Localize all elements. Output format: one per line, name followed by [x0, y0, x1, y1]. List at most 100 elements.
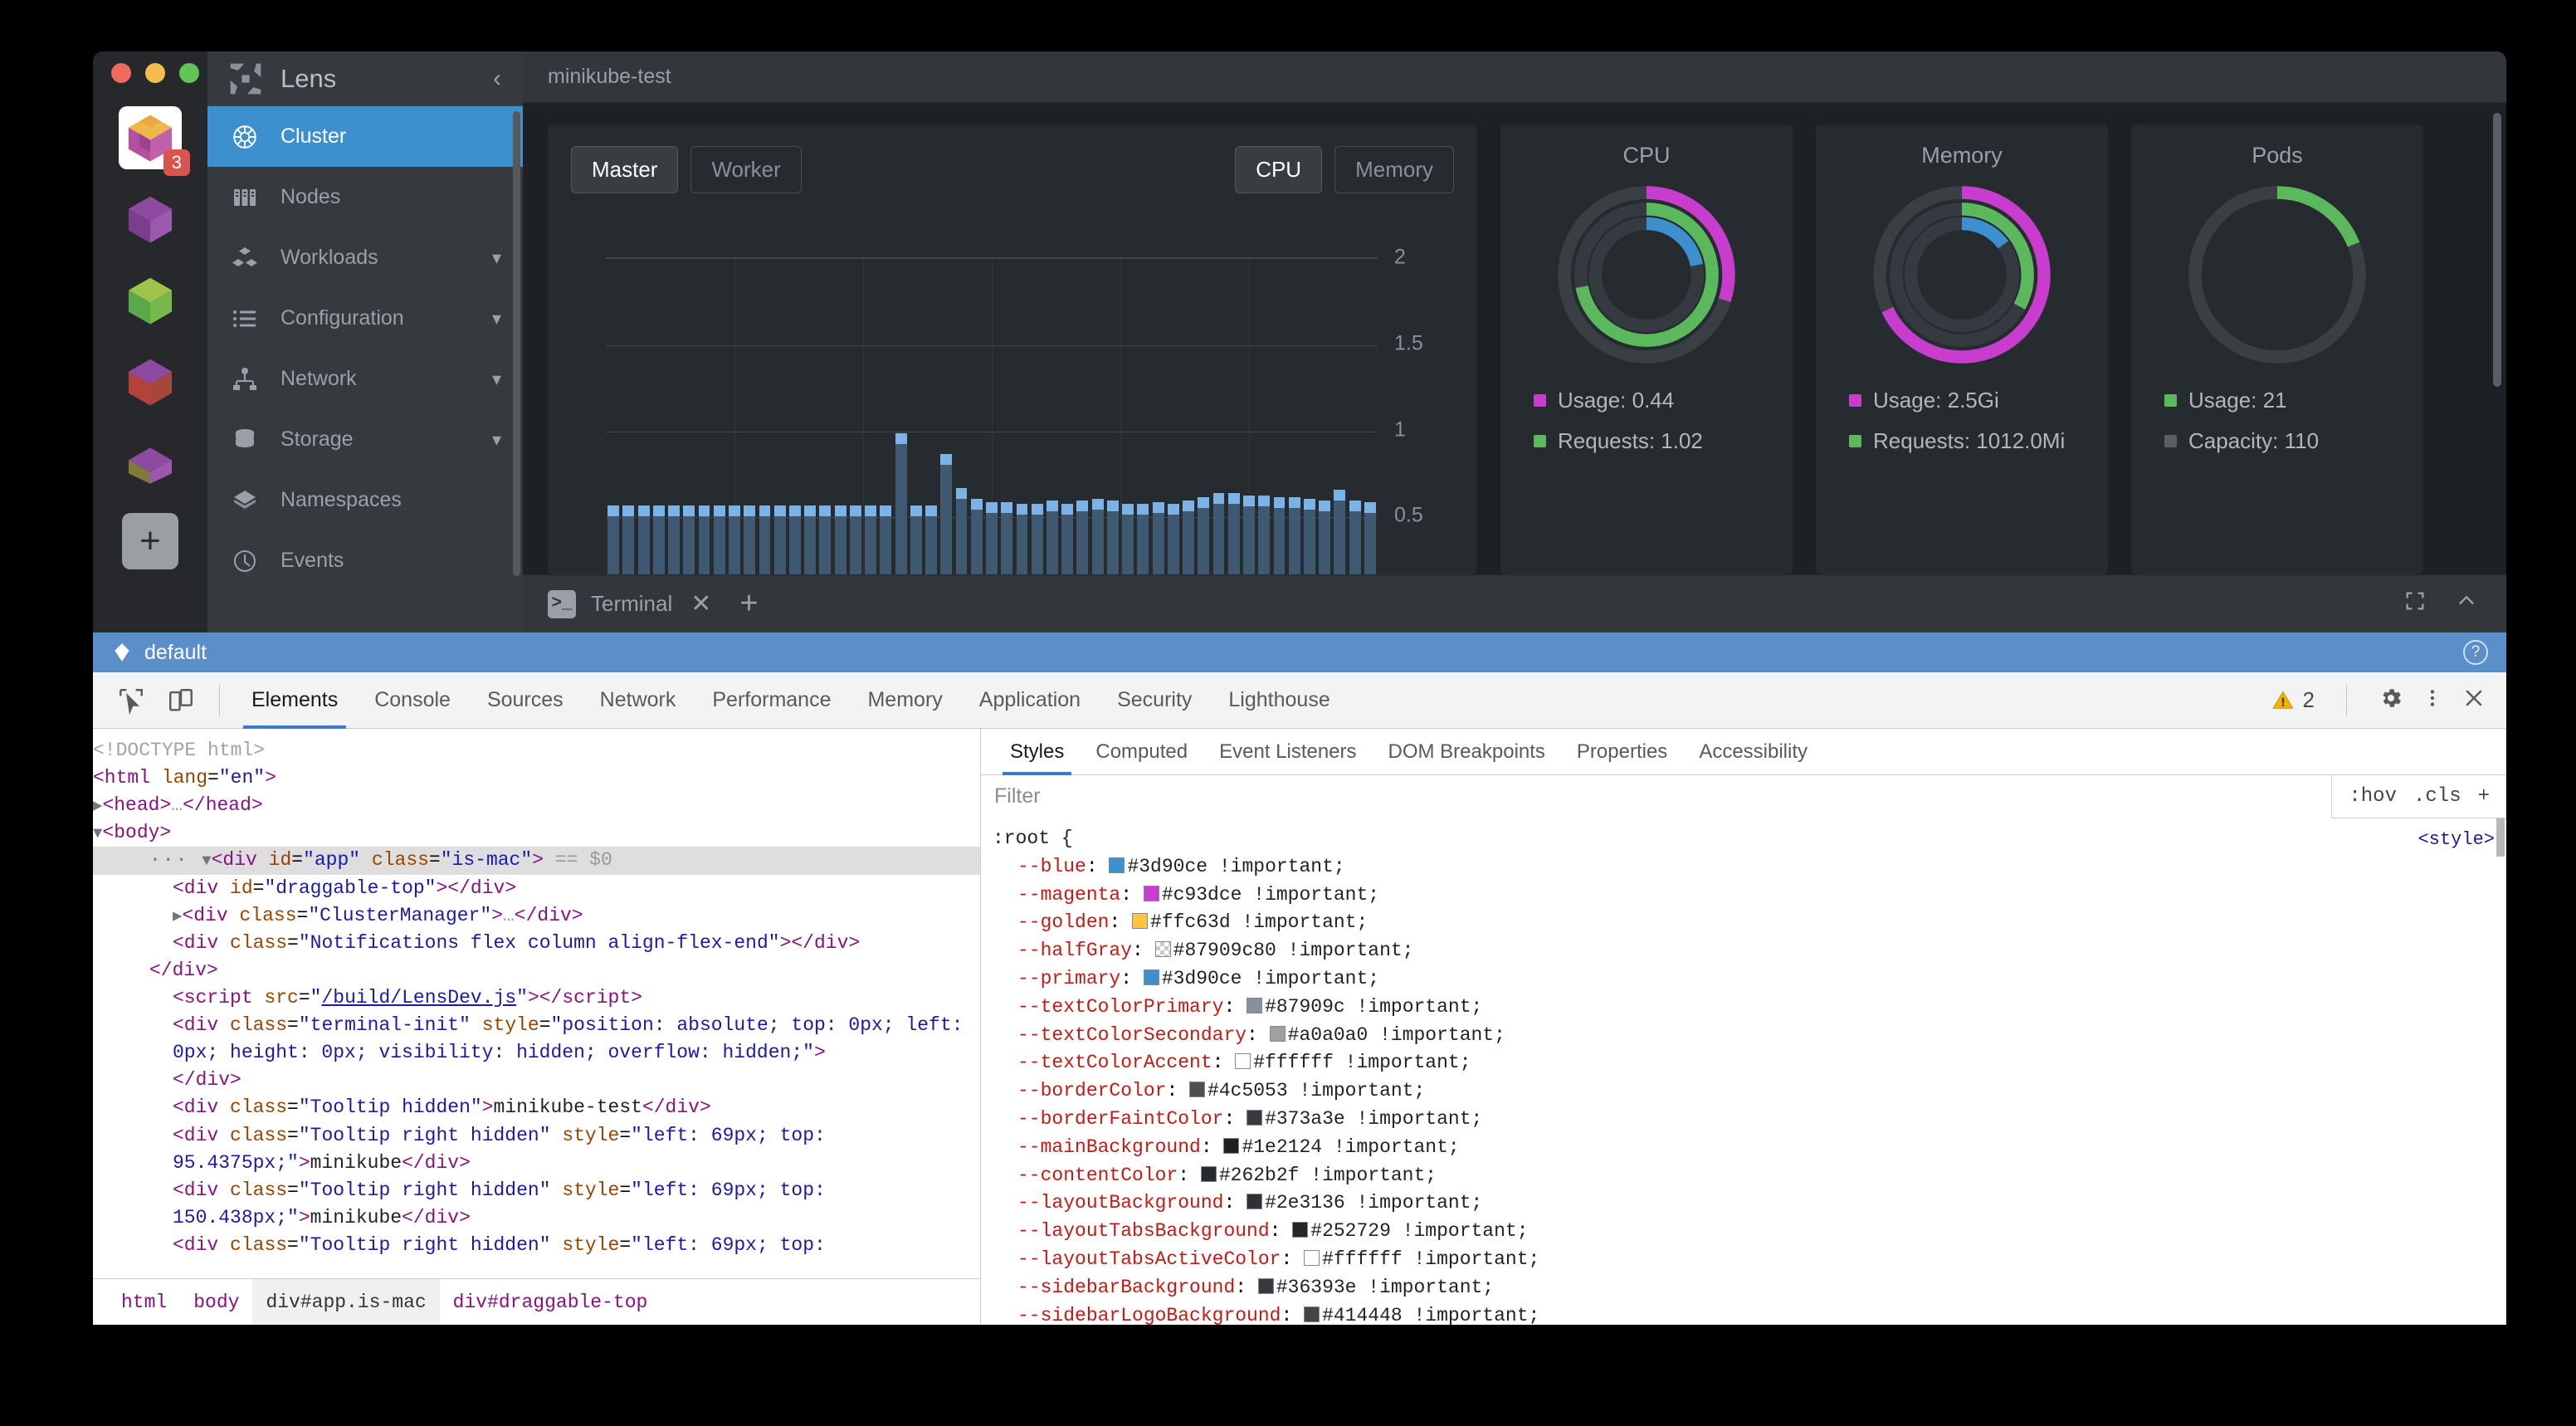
- css-property[interactable]: --blue: [1017, 855, 1086, 877]
- css-property[interactable]: --mainBackground: [1017, 1135, 1201, 1158]
- css-value[interactable]: #ffffff !important;: [1322, 1248, 1540, 1270]
- css-value[interactable]: #87909c !important;: [1265, 995, 1483, 1018]
- css-property[interactable]: --halfGray: [1017, 940, 1133, 962]
- css-declaration[interactable]: --textColorPrimary: #87909c !important;: [1017, 995, 1483, 1018]
- css-property[interactable]: --sidebarBackground: [1017, 1276, 1236, 1298]
- color-swatch[interactable]: [1257, 1277, 1274, 1294]
- tab-accessibility[interactable]: Accessibility: [1699, 740, 1808, 763]
- color-swatch[interactable]: [1304, 1306, 1320, 1322]
- css-value[interactable]: #36393e !important;: [1276, 1276, 1495, 1298]
- tab-cpu[interactable]: CPU: [1235, 146, 1323, 193]
- zoom-window-button[interactable]: [179, 63, 199, 83]
- sidebar-scrollbar[interactable]: [513, 111, 520, 576]
- dom-tree-line[interactable]: ▶<div class="ClusterManager">…</div>: [173, 904, 583, 926]
- cluster-icon-2[interactable]: [119, 188, 182, 251]
- css-value[interactable]: #414448 !important;: [1322, 1304, 1540, 1325]
- css-declaration[interactable]: --textColorAccent: #ffffff !important;: [1017, 1052, 1471, 1074]
- css-declaration[interactable]: --halfGray: #87909c80 !important;: [1017, 940, 1414, 962]
- sidebar-collapse-icon[interactable]: ‹: [493, 64, 501, 92]
- add-cluster-button[interactable]: +: [122, 513, 178, 569]
- css-value[interactable]: #373a3e !important;: [1265, 1107, 1483, 1130]
- dom-tree-line[interactable]: ▼<body>: [93, 822, 172, 844]
- chevron-down-icon[interactable]: ▾: [491, 247, 501, 268]
- tab-network[interactable]: Network: [599, 688, 676, 711]
- color-swatch[interactable]: [1132, 913, 1149, 930]
- dom-tree-line[interactable]: <div class="Tooltip right hidden" style=…: [173, 1179, 837, 1228]
- css-declaration[interactable]: --blue: #3d90ce !important;: [1017, 855, 1345, 877]
- fullscreen-icon[interactable]: [2403, 589, 2427, 618]
- minimize-window-button[interactable]: [145, 63, 165, 83]
- css-declaration[interactable]: --primary: #3d90ce !important;: [1017, 967, 1380, 989]
- css-declaration[interactable]: --layoutTabsBackground: #252729 !importa…: [1017, 1220, 1529, 1243]
- style-origin-link[interactable]: <style>: [2417, 829, 2495, 850]
- sidebar-item-storage[interactable]: Storage ▾: [207, 409, 523, 470]
- color-swatch[interactable]: [1143, 885, 1159, 901]
- breadcrumb-item[interactable]: div#app.is-mac: [252, 1278, 440, 1325]
- breadcrumb-item[interactable]: html: [121, 1291, 168, 1313]
- color-swatch[interactable]: [1154, 941, 1171, 958]
- color-swatch[interactable]: [1109, 857, 1125, 873]
- dom-tree-line[interactable]: <div class="terminal-init" style="positi…: [173, 1014, 975, 1064]
- cluster-icon-minikube-test[interactable]: 3: [119, 106, 190, 176]
- cluster-icon-3[interactable]: [119, 269, 182, 332]
- dom-tree-line[interactable]: </div>: [149, 959, 218, 981]
- dom-tree[interactable]: <!DOCTYPE html> <html lang="en"> ▶<head>…<…: [93, 729, 980, 1278]
- css-value[interactable]: #87909c80 !important;: [1173, 940, 1414, 962]
- styles-filter-input[interactable]: [981, 774, 2332, 818]
- warning-count[interactable]: 2: [2271, 687, 2315, 713]
- sidebar-item-namespaces[interactable]: Namespaces: [207, 470, 523, 530]
- tab-computed[interactable]: Computed: [1095, 740, 1188, 763]
- tab-dom-breakpoints[interactable]: DOM Breakpoints: [1388, 740, 1545, 763]
- tab-lighthouse[interactable]: Lighthouse: [1228, 688, 1330, 711]
- plus-icon[interactable]: +: [739, 586, 759, 621]
- dom-tree-line[interactable]: <div class="Notifications flex column al…: [173, 931, 861, 954]
- breadcrumb-item[interactable]: body: [193, 1291, 240, 1313]
- tab-memory[interactable]: Memory: [867, 688, 943, 711]
- color-swatch[interactable]: [1235, 1053, 1251, 1070]
- cls-button[interactable]: .cls: [2413, 785, 2461, 808]
- tab-sources[interactable]: Sources: [486, 688, 564, 711]
- css-declaration[interactable]: --borderFaintColor: #373a3e !important;: [1017, 1107, 1483, 1130]
- color-swatch[interactable]: [1247, 997, 1263, 1013]
- tab-styles[interactable]: Styles: [994, 729, 1080, 775]
- dashboard-scrollbar[interactable]: [2493, 113, 2501, 387]
- chevron-down-icon[interactable]: ▾: [491, 428, 501, 450]
- css-property[interactable]: --sidebarLogoBackground: [1017, 1304, 1281, 1325]
- dom-tree-line[interactable]: <html lang="en">: [93, 767, 276, 789]
- device-toolbar-icon[interactable]: [162, 681, 200, 720]
- chevron-up-icon[interactable]: [2455, 589, 2478, 618]
- css-value[interactable]: #3d90ce !important;: [1161, 967, 1380, 989]
- kebab-menu-icon[interactable]: [2422, 686, 2443, 715]
- dom-tree-line[interactable]: ▶<head>…</head>: [93, 794, 263, 817]
- css-value[interactable]: #2e3136 !important;: [1265, 1192, 1483, 1214]
- new-rule-button[interactable]: +: [2477, 785, 2490, 808]
- hov-button[interactable]: :hov: [2349, 785, 2397, 808]
- css-value[interactable]: #3d90ce !important;: [1127, 855, 1345, 877]
- sidebar-item-workloads[interactable]: Workloads ▾: [207, 227, 523, 288]
- css-value[interactable]: #4c5053 !important;: [1208, 1080, 1426, 1102]
- css-declaration[interactable]: --textColorSecondary: #a0a0a0 !important…: [1017, 1023, 1505, 1046]
- gear-icon[interactable]: [2378, 686, 2403, 715]
- tab-performance[interactable]: Performance: [712, 688, 832, 711]
- dom-tree-line[interactable]: ··· ▼<div id="app" class="is-mac"> == $0: [93, 847, 980, 875]
- css-property[interactable]: --textColorAccent: [1017, 1052, 1212, 1074]
- sidebar-item-nodes[interactable]: Nodes: [207, 167, 523, 227]
- css-declaration[interactable]: --mainBackground: #1e2124 !important;: [1017, 1135, 1460, 1158]
- css-property[interactable]: --layoutTabsBackground: [1017, 1220, 1270, 1243]
- inspect-element-icon[interactable]: [112, 681, 150, 720]
- color-swatch[interactable]: [1247, 1194, 1263, 1210]
- css-value[interactable]: #252729 !important;: [1310, 1220, 1529, 1243]
- css-value[interactable]: #1e2124 !important;: [1242, 1135, 1460, 1158]
- css-property[interactable]: --borderFaintColor: [1017, 1107, 1224, 1130]
- close-window-button[interactable]: [111, 63, 131, 83]
- tab-properties[interactable]: Properties: [1576, 740, 1668, 763]
- dom-tree-line[interactable]: <script src="/build/LensDev.js"></script…: [173, 986, 642, 1008]
- sidebar-item-events[interactable]: Events: [207, 530, 523, 591]
- css-property[interactable]: --textColorPrimary: [1017, 995, 1224, 1018]
- help-icon[interactable]: ?: [2463, 640, 2488, 665]
- sidebar-item-network[interactable]: Network ▾: [207, 349, 523, 409]
- color-swatch[interactable]: [1292, 1222, 1309, 1238]
- close-icon[interactable]: ✕: [690, 590, 712, 618]
- color-swatch[interactable]: [1223, 1137, 1240, 1154]
- terminal-tab-label[interactable]: Terminal: [591, 591, 673, 616]
